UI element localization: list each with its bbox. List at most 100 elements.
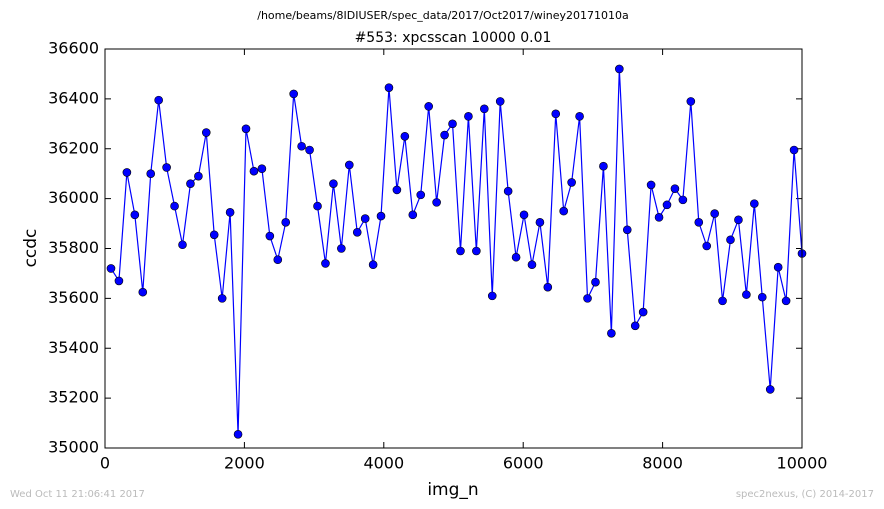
y-tick-label: 35400 (48, 338, 99, 357)
data-point (622, 225, 632, 235)
data-point (217, 294, 227, 303)
y-tick-label: 35800 (48, 238, 99, 257)
data-point (265, 231, 275, 241)
data-point (154, 95, 163, 105)
data-point (384, 83, 394, 92)
x-tick-label: 0 (100, 454, 110, 473)
data-point (178, 240, 187, 250)
data-point (424, 102, 433, 111)
data-point (321, 259, 330, 268)
data-point (130, 210, 140, 220)
y-tick-label: 36000 (48, 188, 99, 207)
data-point (114, 276, 124, 286)
y-tick-label: 35600 (48, 288, 99, 307)
data-point (789, 145, 799, 155)
data-line (110, 68, 803, 435)
data-point (162, 163, 171, 172)
data-point (281, 218, 291, 227)
data-point (527, 260, 537, 270)
data-point (368, 260, 378, 270)
data-point (638, 307, 648, 317)
data-point (757, 292, 767, 302)
data-point (146, 169, 156, 178)
data-point (170, 201, 179, 211)
data-point (678, 195, 688, 205)
data-point (630, 321, 640, 331)
data-point (186, 179, 195, 188)
x-tick-label: 4000 (363, 454, 404, 473)
data-point (599, 161, 608, 171)
data-point (257, 164, 267, 173)
plot-frame (104, 48, 803, 449)
x-tick-label: 6000 (503, 454, 544, 473)
data-point (313, 201, 322, 211)
data-point (567, 178, 576, 187)
data-point (742, 290, 751, 299)
data-point (138, 287, 148, 297)
data-point (591, 277, 600, 287)
data-point (654, 213, 664, 222)
data-point (201, 128, 211, 137)
data-point (233, 429, 243, 439)
data-point (607, 328, 616, 338)
data-point (400, 131, 410, 141)
data-point (392, 185, 402, 195)
data-point (305, 145, 314, 155)
y-axis-label: ccdc (21, 229, 41, 268)
data-point (376, 211, 386, 221)
data-point (781, 296, 791, 306)
data-point (646, 180, 656, 190)
data-point (329, 179, 338, 188)
data-point (432, 198, 441, 207)
x-tick-label: 10000 (777, 454, 828, 473)
data-point (194, 171, 203, 181)
data-point (551, 109, 561, 119)
footer-timestamp: Wed Oct 11 21:06:41 2017 (10, 489, 145, 500)
data-point (106, 264, 116, 273)
data-point (487, 291, 497, 301)
data-point (765, 385, 775, 394)
data-point (297, 141, 306, 151)
data-point (615, 64, 624, 74)
data-point (416, 190, 426, 200)
data-point (122, 168, 132, 177)
data-point (662, 200, 672, 210)
data-point (726, 235, 735, 245)
data-point (535, 218, 545, 227)
data-point (710, 209, 719, 218)
data-point (495, 97, 505, 106)
y-tick-label: 36200 (48, 138, 99, 157)
data-point (464, 112, 473, 121)
data-point (750, 199, 759, 208)
data-point (583, 294, 592, 303)
data-point (670, 184, 680, 193)
data-point (480, 104, 489, 114)
data-point (686, 97, 696, 106)
data-point (503, 186, 513, 196)
data-point (249, 166, 259, 176)
data-point (543, 282, 553, 292)
y-tick-label: 35000 (48, 438, 99, 457)
data-point (273, 255, 283, 265)
data-point (337, 244, 346, 253)
y-tick-label: 35200 (48, 388, 99, 407)
data-point (440, 130, 449, 140)
data-point (718, 296, 727, 306)
data-point (344, 160, 354, 170)
data-point (702, 241, 712, 251)
data-point (289, 89, 298, 99)
x-axis-label: img_n (427, 480, 478, 500)
data-point (408, 210, 418, 220)
data-point (225, 208, 235, 217)
data-point (734, 215, 743, 225)
data-point (241, 124, 251, 134)
y-tick-label: 36400 (48, 88, 99, 107)
data-point (448, 119, 457, 129)
data-point (456, 246, 465, 256)
data-point (360, 214, 370, 223)
x-tick-label: 8000 (642, 454, 683, 473)
data-point (472, 246, 481, 256)
y-tick-label: 36600 (48, 39, 99, 58)
